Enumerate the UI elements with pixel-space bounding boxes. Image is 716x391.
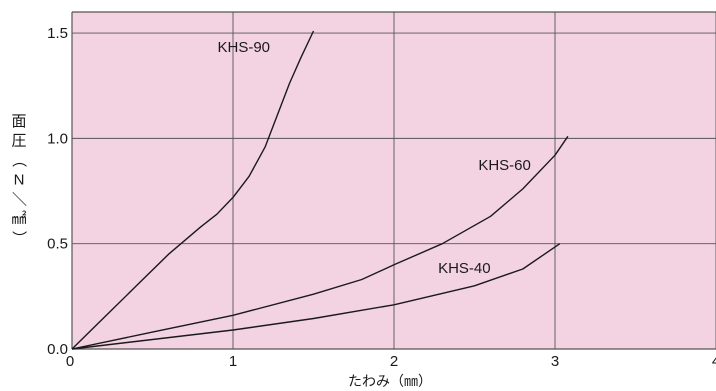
y-tick-label: 0.0 — [47, 341, 68, 358]
y-axis-title-char: 面 — [11, 113, 26, 130]
series-label-khs-90: KHS-90 — [217, 39, 270, 56]
x-axis-title: たわみ（㎜） — [348, 373, 432, 389]
series-label-khs-60: KHS-60 — [478, 157, 531, 174]
y-tick-label: 0.5 — [47, 236, 68, 253]
y-axis-title-char: ／ — [10, 191, 27, 206]
series-line-khs-40 — [71, 243, 561, 350]
y-axis-title: 面圧 （ N ／ ㎟ ） — [10, 113, 27, 246]
grid — [71, 11, 716, 350]
y-tick-label: 1.0 — [47, 130, 68, 147]
y-axis-title-char: N — [14, 172, 25, 189]
x-tick-label: 1 — [229, 353, 237, 370]
y-axis-title-char: （ — [10, 152, 27, 167]
series-line-khs-60 — [71, 135, 569, 350]
y-axis-title-char: ） — [10, 230, 27, 245]
y-tick-label: 1.5 — [47, 25, 68, 42]
x-tick-label: 4 — [712, 353, 716, 370]
x-tick-label: 3 — [551, 353, 559, 370]
series-layer: KHS-90 KHS-60 KHS-40 — [71, 30, 569, 350]
series-label-khs-40: KHS-40 — [438, 260, 491, 277]
y-axis-title-char: 圧 — [11, 133, 26, 150]
x-tick-label: 2 — [390, 353, 398, 370]
tick-layer: 0 1 2 3 4 0.0 0.5 1.0 1.5 — [47, 25, 716, 370]
series-line-khs-90 — [71, 30, 315, 350]
y-axis-title-char: ㎟ — [11, 211, 26, 228]
x-tick-label: 0 — [66, 353, 74, 370]
